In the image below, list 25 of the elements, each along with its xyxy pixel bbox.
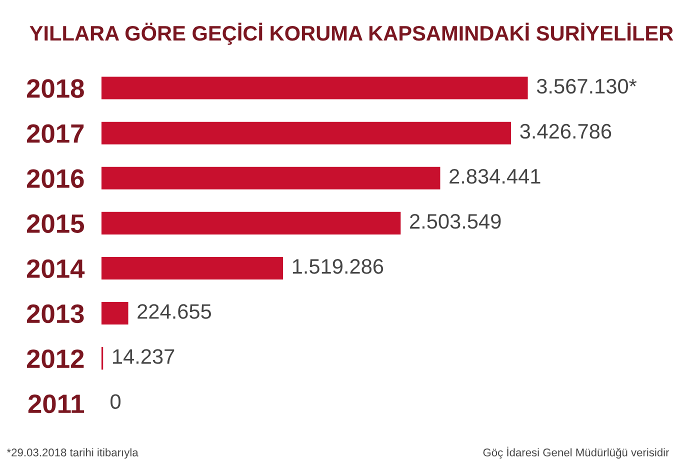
text: *29.03.2018 tarihi itibarıyla xyxy=(6,448,138,459)
y-tick-label: 2016 xyxy=(26,169,84,188)
y-tick-label: 2012 xyxy=(26,349,84,368)
bar xyxy=(101,256,284,280)
data-label: 1.519.286 xyxy=(292,259,384,274)
data-label: 14.237 xyxy=(113,349,174,364)
y-tick-label: 2017 xyxy=(26,124,84,143)
bar xyxy=(101,76,528,100)
y-tick-label: 2015 xyxy=(26,214,84,233)
y-tick-label: 2011 xyxy=(28,394,84,414)
y-tick-label: 2018 xyxy=(26,79,84,98)
bar xyxy=(101,302,128,325)
bar xyxy=(101,166,440,190)
text: Göç İdaresi Genel Müdürlüğü verisidir xyxy=(483,446,670,459)
y-tick-label: 2014 xyxy=(26,259,85,278)
bar xyxy=(101,212,401,234)
y-tick-label: 2013 xyxy=(26,304,84,324)
data-label: 224.655 xyxy=(138,304,212,319)
data-label: 3.567.130* xyxy=(536,78,637,94)
chart-title: YILLARA GÖRE GEÇİCİ KORUMA KAPSAMINDAKİ SURİYELİLER xyxy=(30,22,674,45)
data-label: 0 xyxy=(110,394,121,409)
data-label: 3.426.786 xyxy=(520,124,612,139)
bar xyxy=(101,122,512,144)
data-label: 2.503.549 xyxy=(410,214,501,229)
data-label: 2.834.441 xyxy=(450,168,540,184)
